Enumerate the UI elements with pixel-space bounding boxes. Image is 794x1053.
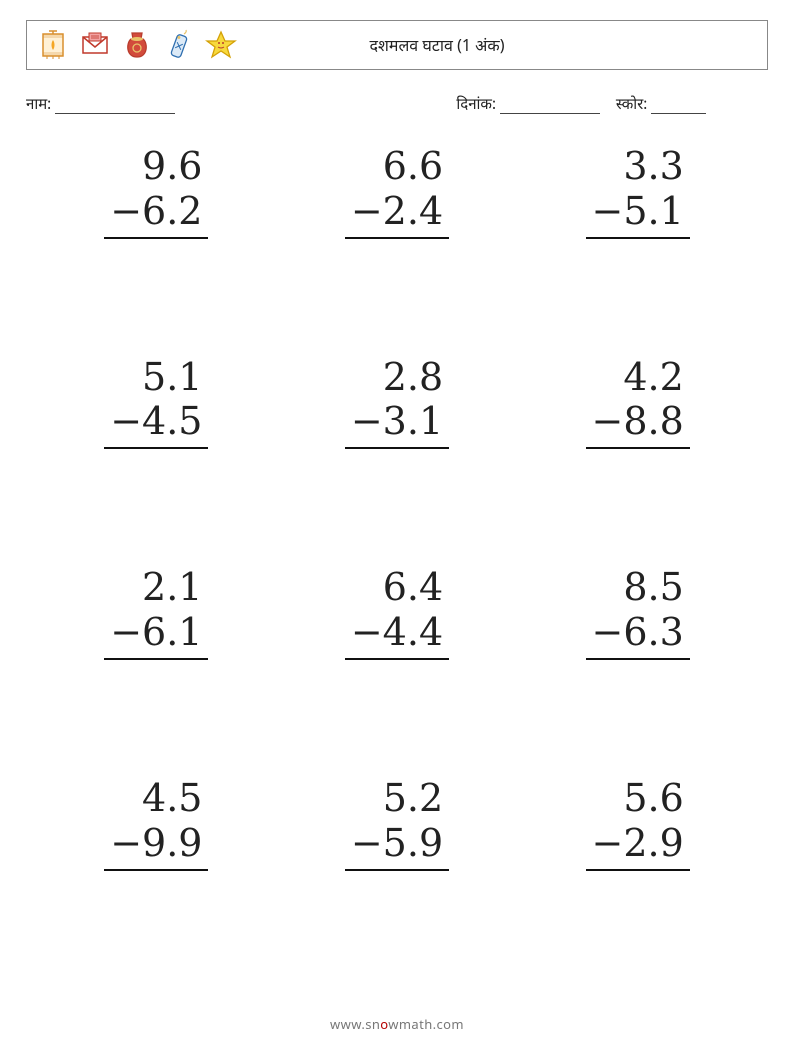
minuend: 4.2 <box>586 355 690 400</box>
name-blank[interactable] <box>55 98 175 114</box>
subtrahend: −2.9 <box>586 821 690 866</box>
problem: 2.1−6.1 <box>36 565 277 698</box>
date-field: दिनांक: <box>456 94 600 114</box>
answer-line[interactable] <box>345 447 449 487</box>
subtraction-stack: 4.5−9.9 <box>104 776 208 909</box>
minuend: 9.6 <box>104 144 208 189</box>
answer-line[interactable] <box>104 237 208 277</box>
meta-row: नाम: दिनांक: स्कोर: <box>26 94 768 114</box>
subtraction-stack: 3.3−5.1 <box>586 144 690 277</box>
problem: 3.3−5.1 <box>517 144 758 277</box>
answer-line[interactable] <box>104 447 208 487</box>
subtrahend: −6.3 <box>586 610 690 655</box>
answer-line[interactable] <box>586 869 690 909</box>
problem: 2.8−3.1 <box>277 355 518 488</box>
minuend: 6.4 <box>345 565 449 610</box>
problem: 6.4−4.4 <box>277 565 518 698</box>
minuend: 5.1 <box>104 355 208 400</box>
subtraction-stack: 5.1−4.5 <box>104 355 208 488</box>
subtraction-stack: 2.1−6.1 <box>104 565 208 698</box>
worksheet-title: दशमलव घटाव (1 अंक) <box>237 34 757 56</box>
subtraction-stack: 6.6−2.4 <box>345 144 449 277</box>
subtrahend: −5.9 <box>345 821 449 866</box>
problem: 5.6−2.9 <box>517 776 758 909</box>
score-blank[interactable] <box>651 98 706 114</box>
subtraction-stack: 5.2−5.9 <box>345 776 449 909</box>
subtrahend: −9.9 <box>104 821 208 866</box>
footer-suffix: wmath.com <box>388 1015 464 1033</box>
wish-envelope-icon <box>79 29 111 61</box>
subtraction-stack: 2.8−3.1 <box>345 355 449 488</box>
name-field: नाम: <box>26 94 456 114</box>
subtrahend: −6.1 <box>104 610 208 655</box>
minuend: 2.8 <box>345 355 449 400</box>
problem: 8.5−6.3 <box>517 565 758 698</box>
subtraction-stack: 8.5−6.3 <box>586 565 690 698</box>
subtrahend: −4.4 <box>345 610 449 655</box>
problem: 4.2−8.8 <box>517 355 758 488</box>
header-icons <box>37 29 237 61</box>
answer-line[interactable] <box>345 869 449 909</box>
score-label: स्कोर: <box>616 94 647 114</box>
answer-line[interactable] <box>586 237 690 277</box>
subtrahend: −4.5 <box>104 399 208 444</box>
lantern-icon <box>37 29 69 61</box>
problem: 5.1−4.5 <box>36 355 277 488</box>
answer-line[interactable] <box>586 447 690 487</box>
problem: 6.6−2.4 <box>277 144 518 277</box>
answer-line[interactable] <box>345 658 449 698</box>
subtrahend: −8.8 <box>586 399 690 444</box>
minuend: 2.1 <box>104 565 208 610</box>
header: दशमलव घटाव (1 अंक) <box>26 20 768 70</box>
firecracker-icon <box>163 29 195 61</box>
money-bag-icon <box>121 29 153 61</box>
subtrahend: −6.2 <box>104 189 208 234</box>
answer-line[interactable] <box>345 237 449 277</box>
minuend: 6.6 <box>345 144 449 189</box>
minuend: 8.5 <box>586 565 690 610</box>
date-label: दिनांक: <box>456 94 496 114</box>
subtraction-stack: 6.4−4.4 <box>345 565 449 698</box>
subtrahend: −5.1 <box>586 189 690 234</box>
subtrahend: −2.4 <box>345 189 449 234</box>
minuend: 4.5 <box>104 776 208 821</box>
subtrahend: −3.1 <box>345 399 449 444</box>
score-field: स्कोर: <box>616 94 706 114</box>
subtraction-stack: 5.6−2.9 <box>586 776 690 909</box>
star-icon <box>205 29 237 61</box>
answer-line[interactable] <box>586 658 690 698</box>
name-label: नाम: <box>26 94 51 114</box>
footer-url: www.snowmath.com <box>0 1015 794 1033</box>
problem: 5.2−5.9 <box>277 776 518 909</box>
answer-line[interactable] <box>104 658 208 698</box>
date-blank[interactable] <box>500 98 600 114</box>
footer-prefix: www.sn <box>330 1015 380 1033</box>
minuend: 5.6 <box>586 776 690 821</box>
problem: 9.6−6.2 <box>36 144 277 277</box>
subtraction-stack: 9.6−6.2 <box>104 144 208 277</box>
minuend: 3.3 <box>586 144 690 189</box>
problem: 4.5−9.9 <box>36 776 277 909</box>
problems-grid: 9.6−6.2 6.6−2.4 3.3−5.1 5.1−4.5 2.8−3.1 4.2−8… <box>26 144 768 909</box>
answer-line[interactable] <box>104 869 208 909</box>
minuend: 5.2 <box>345 776 449 821</box>
subtraction-stack: 4.2−8.8 <box>586 355 690 488</box>
